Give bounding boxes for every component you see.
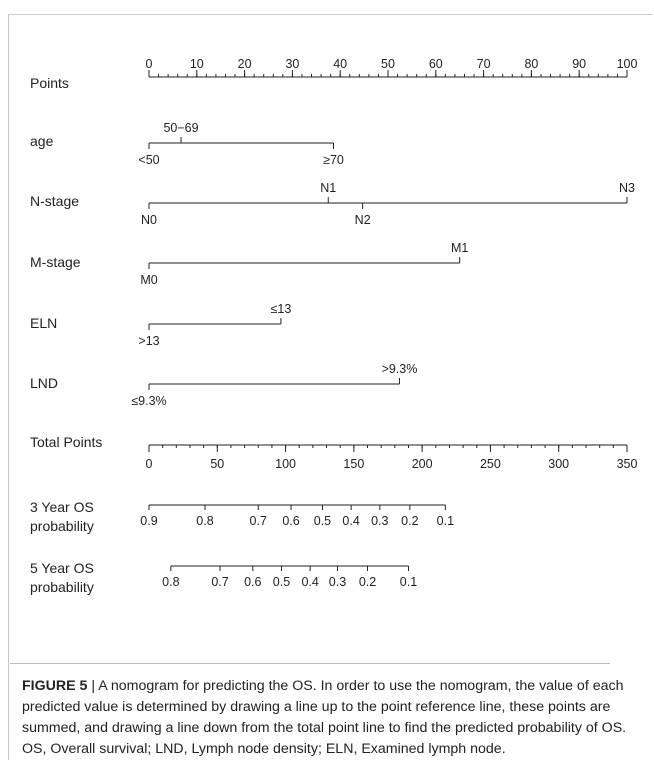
probability-tick-label: 0.5 <box>273 575 290 589</box>
total-points-tick-label: 100 <box>275 457 296 471</box>
level-label: >13 <box>138 334 159 348</box>
probability-tick-label: 0.1 <box>400 575 417 589</box>
probability-tick-label: 0.4 <box>342 514 359 528</box>
caption-label: FIGURE 5 <box>22 678 88 694</box>
total-points-tick-label: 50 <box>210 457 224 471</box>
nomogram-chart: Points 0 10 20 30 40 50 60 70 80 90 100 age <50 50−69 ≥… <box>30 57 638 595</box>
level-label: 50−69 <box>163 121 198 135</box>
probability-tick-label: 0.6 <box>244 575 261 589</box>
variable-label-lnd: LND <box>30 375 58 391</box>
points-tick-label: 100 <box>617 57 638 71</box>
probability-tick-label: 0.5 <box>314 514 331 528</box>
level-label: >9.3% <box>382 362 418 376</box>
level-label: N0 <box>141 213 157 227</box>
level-label: M1 <box>451 241 468 255</box>
level-label: ≤13 <box>271 302 292 316</box>
probability-tick-label: 0.1 <box>437 514 454 528</box>
total-points-tick-label: 0 <box>146 457 153 471</box>
caption-text: A nomogram for predicting the OS. In ord… <box>22 678 627 757</box>
level-label: ≤9.3% <box>131 394 166 408</box>
total-points-tick-label: 250 <box>480 457 501 471</box>
total-points-tick-label: 300 <box>548 457 569 471</box>
probability-tick-label: 0.4 <box>301 575 318 589</box>
total-points-tick-label: 200 <box>412 457 433 471</box>
level-label: <50 <box>138 153 159 167</box>
points-tick-label: 80 <box>524 57 538 71</box>
probability-tick-label: 0.7 <box>250 514 267 528</box>
probability-tick-label: 0.9 <box>140 514 157 528</box>
level-label: ≥70 <box>323 153 344 167</box>
probability-tick-label: 0.8 <box>196 514 213 528</box>
figure-caption: FIGURE 5 | A nomogram for predicting the… <box>22 676 632 760</box>
probability-tick-label: 0.2 <box>359 575 376 589</box>
points-tick-label: 20 <box>238 57 252 71</box>
probability-axis-label: probability <box>30 579 94 595</box>
total-points-tick-label: 150 <box>343 457 364 471</box>
caption-separator: | <box>87 678 99 694</box>
level-label: N1 <box>320 181 336 195</box>
probability-tick-label: 0.3 <box>329 575 346 589</box>
total-points-tick-label: 350 <box>617 457 638 471</box>
points-tick-label: 0 <box>146 57 153 71</box>
figure-frame <box>8 14 652 760</box>
variable-label-n-stage: N-stage <box>30 193 79 209</box>
points-tick-label: 10 <box>190 57 204 71</box>
points-tick-label: 60 <box>429 57 443 71</box>
variable-label-m-stage: M-stage <box>30 254 81 270</box>
points-tick-label: 40 <box>333 57 347 71</box>
variable-label-eln: ELN <box>30 315 57 331</box>
points-tick-label: 50 <box>381 57 395 71</box>
caption-divider <box>10 663 610 664</box>
points-tick-label: 30 <box>285 57 299 71</box>
points-axis-label: Points <box>30 75 69 91</box>
probability-tick-label: 0.2 <box>401 514 418 528</box>
probability-tick-label: 0.8 <box>162 575 179 589</box>
points-tick-label: 70 <box>477 57 491 71</box>
probability-axis-label: 3 Year OS <box>30 499 94 515</box>
level-label: N3 <box>619 181 635 195</box>
probability-tick-label: 0.3 <box>371 514 388 528</box>
probability-tick-label: 0.7 <box>211 575 228 589</box>
level-label: N2 <box>355 213 371 227</box>
variable-label-age: age <box>30 133 54 149</box>
probability-axis-label: 5 Year OS <box>30 560 94 576</box>
level-label: M0 <box>140 273 157 287</box>
total-points-axis-label: Total Points <box>30 434 102 450</box>
probability-tick-label: 0.6 <box>282 514 299 528</box>
points-tick-label: 90 <box>572 57 586 71</box>
probability-axis-label: probability <box>30 518 94 534</box>
